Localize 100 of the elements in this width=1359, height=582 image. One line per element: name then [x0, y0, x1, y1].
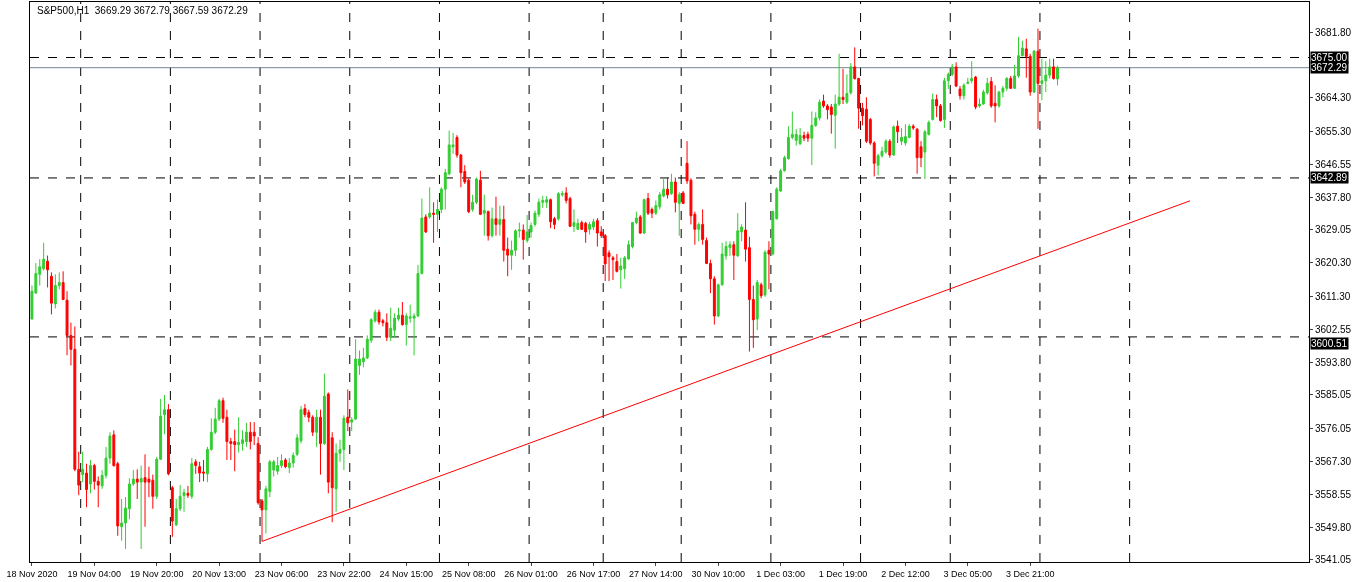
candlestick	[673, 177, 677, 213]
ref-line-label: 3672.29	[1311, 62, 1348, 73]
candlestick	[728, 240, 732, 257]
candlestick	[389, 307, 393, 342]
y-tick-label: 3558.55	[1315, 488, 1352, 500]
candlestick	[1052, 58, 1056, 81]
candlestick	[829, 103, 833, 135]
ref-line-label: 3600.51	[1311, 338, 1348, 349]
candlestick	[186, 485, 190, 499]
candlestick	[276, 456, 280, 476]
candlestick	[139, 465, 143, 550]
candlestick	[592, 218, 595, 231]
candlestick	[677, 191, 681, 237]
y-tick-label: 3655.30	[1315, 125, 1352, 137]
candlestick	[393, 312, 397, 338]
candlestick	[545, 195, 549, 209]
ref-line-label: 3642.89	[1311, 172, 1348, 183]
candlestick	[892, 124, 896, 157]
candlestick	[931, 93, 935, 122]
candlestick	[806, 131, 810, 143]
candlestick	[482, 194, 486, 237]
candlestick	[1036, 28, 1040, 130]
candlestick	[588, 221, 592, 236]
x-tick-label: 2 Dec 12:00	[881, 568, 930, 579]
y-tick-label: 3585.05	[1315, 389, 1352, 401]
x-tick-label: 3 Dec 21:00	[1005, 568, 1055, 579]
x-tick-label: 23 Nov 06:00	[254, 568, 309, 579]
y-tick-label: 3593.80	[1315, 356, 1352, 368]
candlestick	[88, 459, 92, 494]
x-tick-label: 18 Nov 2020	[6, 568, 58, 579]
candlestick	[424, 213, 428, 234]
y-tick-label: 3681.80	[1315, 26, 1352, 38]
candlestick	[283, 457, 287, 469]
candlestick	[970, 60, 974, 84]
candlestick	[478, 170, 482, 216]
candlestick	[163, 394, 166, 435]
x-tick-label: 3 Dec 05:00	[943, 568, 993, 579]
candlestick	[572, 208, 576, 233]
candlestick	[486, 210, 490, 242]
y-tick-label: 3664.30	[1315, 92, 1352, 104]
candlestick	[997, 90, 1001, 109]
x-tick-label: 24 Nov 15:00	[379, 568, 434, 579]
candlestick	[322, 373, 326, 446]
y-tick-label: 3541.05	[1315, 554, 1352, 566]
candlestick	[490, 207, 494, 239]
candlestick	[377, 309, 381, 326]
candlestick	[182, 488, 186, 513]
candlestick	[1009, 75, 1013, 90]
x-tick-label: 1 Dec 03:00	[756, 568, 805, 579]
candlestick	[962, 82, 966, 101]
candlestick	[903, 123, 907, 147]
candlestick	[642, 198, 646, 235]
candlestick	[646, 192, 650, 216]
candlestick	[798, 127, 802, 146]
candlestick	[190, 457, 194, 500]
y-tick-label: 3646.55	[1315, 158, 1352, 170]
y-tick-label: 3620.30	[1315, 257, 1352, 269]
candlestick	[135, 468, 139, 500]
candlestick	[666, 177, 670, 200]
candlestick	[556, 191, 560, 222]
candlestick	[669, 173, 673, 196]
candlestick	[767, 240, 771, 290]
candlestick	[428, 186, 432, 220]
y-tick-label: 3602.55	[1315, 323, 1352, 335]
candlestick	[166, 403, 170, 476]
x-tick-label: 26 Nov 01:00	[504, 568, 558, 579]
chart-title: S&P500,H1 3669.29 3672.79 3667.59 3672.29	[37, 5, 249, 16]
candlestick	[697, 222, 701, 242]
y-tick-label: 3611.30	[1315, 290, 1351, 302]
candlestick	[385, 312, 389, 342]
candlestick	[315, 409, 319, 448]
candlestick	[864, 96, 868, 144]
candlestick	[244, 422, 248, 448]
candlestick	[810, 111, 814, 166]
candlestick	[233, 429, 237, 472]
candlestick	[619, 257, 623, 290]
candlestick	[143, 453, 147, 528]
y-tick-label: 3549.80	[1315, 521, 1352, 533]
x-tick-label: 27 Nov 14:00	[629, 568, 683, 579]
candlestick	[1040, 58, 1044, 101]
candlestick	[759, 282, 763, 299]
candlestick	[915, 127, 919, 175]
candlestick	[701, 208, 705, 246]
candlestick	[681, 190, 685, 205]
candlestick	[736, 212, 740, 258]
x-tick-label: 23 Nov 22:00	[317, 568, 371, 579]
x-tick-label: 25 Nov 08:00	[441, 568, 496, 579]
candlestick	[494, 196, 498, 237]
candlestick	[1032, 49, 1036, 94]
ref-line-label: 3675.00	[1311, 52, 1348, 63]
candlestick	[170, 485, 174, 538]
candlestick	[400, 301, 404, 327]
y-tick-label: 3637.80	[1315, 191, 1352, 203]
candlestick	[342, 414, 346, 471]
candlestick	[194, 458, 198, 475]
y-tick-label: 3629.05	[1315, 224, 1352, 236]
candlestick	[755, 279, 759, 331]
candlestick	[935, 94, 939, 118]
candlestick	[46, 255, 49, 288]
candlestick	[638, 214, 642, 235]
